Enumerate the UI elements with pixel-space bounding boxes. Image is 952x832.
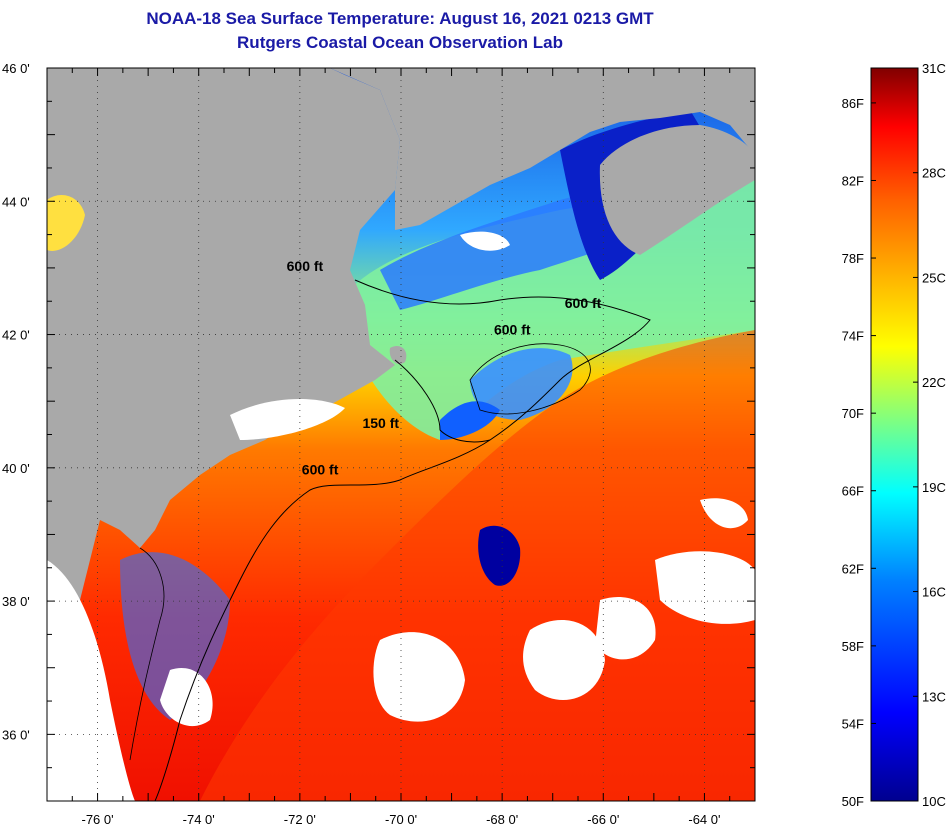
- celsius-label: 31C: [922, 61, 946, 76]
- colorbar-labels: 86F 82F 78F 74F 70F 66F 62F 58F 54F 50F 31C 28C 25C 2…: [842, 61, 946, 809]
- temperature-colorbar: [870, 67, 919, 802]
- lat-tick-label: 44 0': [2, 194, 30, 209]
- lon-tick-label: -70 0': [385, 812, 417, 827]
- 150-ft-contour: [394, 359, 491, 443]
- celsius-label: 10C: [922, 794, 946, 809]
- contour-label: 600 ft: [565, 295, 602, 311]
- contour-label: 600 ft: [302, 461, 339, 477]
- cloud-patch-1: [523, 620, 605, 700]
- georges-bank-contour: [469, 343, 591, 415]
- gulf-stream-warm-water: [200, 330, 755, 801]
- georges-bank-water: [470, 348, 573, 420]
- fahrenheit-label: 86F: [842, 96, 864, 111]
- lat-tick-label: 36 0': [2, 727, 30, 742]
- map-title: NOAA-18 Sea Surface Temperature: August …: [146, 9, 654, 28]
- fahrenheit-label: 50F: [842, 794, 864, 809]
- map-subtitle: Rutgers Coastal Ocean Observation Lab: [237, 33, 563, 52]
- shelf-contour-south: [129, 547, 165, 761]
- map-frame: 600 ft 600 ft 600 ft 150 ft 600 ft: [47, 68, 755, 801]
- contour-label: 600 ft: [494, 322, 531, 338]
- lon-tick-label: -64 0': [688, 812, 720, 827]
- lon-tick-label: -68 0': [486, 812, 518, 827]
- cloud-patch-4: [655, 551, 755, 624]
- cloud-patch-5: [160, 668, 213, 727]
- us-mainland: [47, 68, 400, 801]
- chesapeake-mask: [47, 560, 135, 801]
- cold-core-eddy: [478, 525, 521, 586]
- lat-tick-label: 40 0': [2, 461, 30, 476]
- lat-lon-grid: [47, 68, 755, 801]
- contour-labels: 600 ft 600 ft 600 ft 150 ft 600 ft: [287, 258, 602, 477]
- lat-tick-label: 42 0': [2, 328, 30, 343]
- axis-ticks: [46, 67, 756, 802]
- fahrenheit-label: 58F: [842, 639, 864, 654]
- lat-tick-label: 46 0': [2, 61, 30, 76]
- lake-champlain-patch: [47, 195, 85, 251]
- fahrenheit-label: 54F: [842, 716, 864, 731]
- cape-cod-land: [389, 345, 407, 365]
- fahrenheit-label: 82F: [842, 173, 864, 188]
- fahrenheit-label: 70F: [842, 406, 864, 421]
- maine-new-brunswick-land: [330, 68, 755, 230]
- fahrenheit-label: 66F: [842, 484, 864, 499]
- fahrenheit-label: 78F: [842, 251, 864, 266]
- cloud-patch-2: [373, 632, 465, 722]
- cloud-patch-7: [700, 498, 748, 529]
- lon-tick-label: -76 0': [82, 812, 114, 827]
- celsius-label: 19C: [922, 480, 946, 495]
- cloud-patch-3: [595, 596, 656, 660]
- celsius-label: 13C: [922, 689, 946, 704]
- fahrenheit-label: 74F: [842, 329, 864, 344]
- nova-scotia-land: [599, 125, 755, 255]
- lon-tick-label: -66 0': [587, 812, 619, 827]
- contour-label: 600 ft: [287, 258, 324, 274]
- contour-label: 150 ft: [362, 415, 399, 431]
- lon-tick-label: -72 0': [284, 812, 316, 827]
- lon-tick-label: -74 0': [183, 812, 215, 827]
- 600-ft-contour: [154, 279, 651, 801]
- celsius-label: 25C: [922, 270, 946, 285]
- fahrenheit-label: 62F: [842, 561, 864, 576]
- long-island-mask: [230, 398, 345, 440]
- cloud-patch-6: [460, 231, 510, 251]
- celsius-label: 22C: [922, 375, 946, 390]
- lat-tick-label: 38 0': [2, 594, 30, 609]
- axis-labels: -76 0' -74 0' -72 0' -70 0' -68 0' -66 0' -64 …: [2, 61, 720, 827]
- celsius-label: 28C: [922, 166, 946, 181]
- nantucket-shoals-water: [440, 401, 500, 440]
- celsius-label: 16C: [922, 585, 946, 600]
